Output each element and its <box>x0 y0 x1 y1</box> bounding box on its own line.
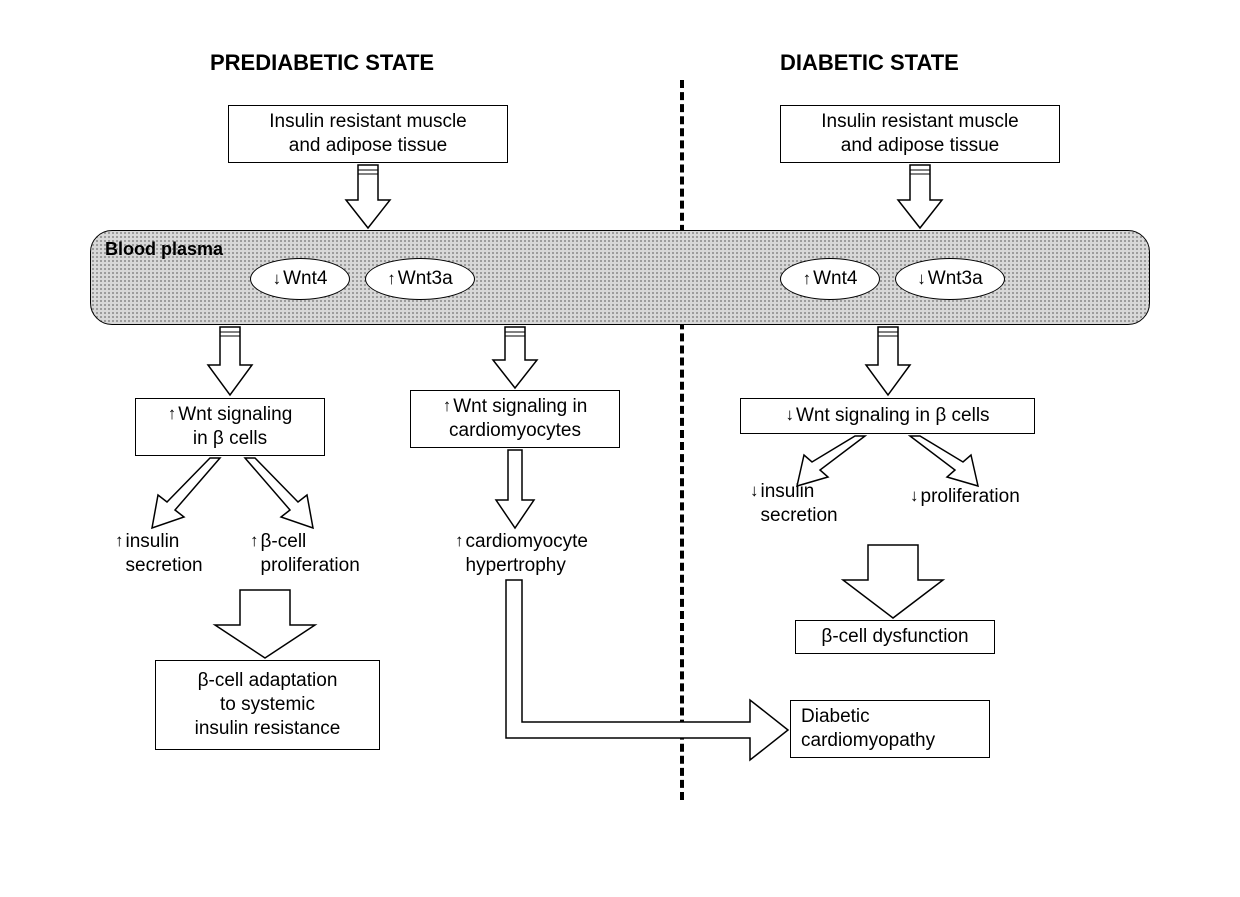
arrow-wnt-beta-right-to-insulin <box>797 436 865 486</box>
arrow-plasma-wnt-beta-left <box>208 327 252 395</box>
arrow-plasma-wnt-cardio <box>493 327 537 388</box>
arrow-merge-to-dysfunction <box>843 545 943 618</box>
arrow-wnt-beta-right-to-prolif <box>910 436 978 486</box>
arrow-cardio-to-diabetic-cardiomyopathy <box>506 580 788 760</box>
arrow-wnt-beta-to-prolif <box>245 458 313 528</box>
arrow-wnt-cardio-to-hyper <box>496 450 534 528</box>
arrows-layer <box>60 50 1180 850</box>
arrow-merge-to-adaptation <box>215 590 315 658</box>
arrow-plasma-wnt-beta-right <box>866 327 910 395</box>
arrow-wnt-beta-to-insulin <box>152 458 220 528</box>
arrow-left-source-plasma <box>346 165 390 228</box>
diagram-canvas: PREDIABETIC STATE DIABETIC STATE Insulin… <box>60 50 1180 850</box>
arrow-right-source-plasma <box>898 165 942 228</box>
